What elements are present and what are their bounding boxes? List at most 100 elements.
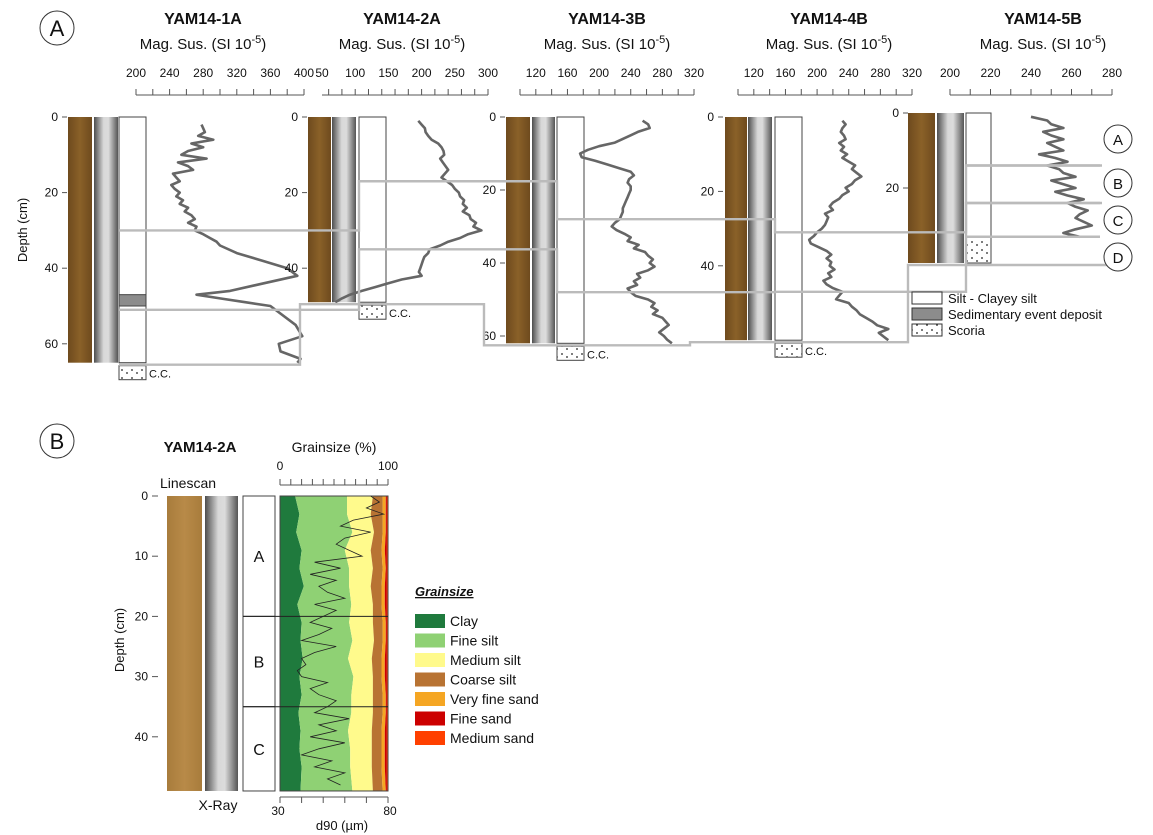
- lithology-legend: Silt - Clayey silt Sedimentary event dep…: [911, 291, 1102, 338]
- lithology-column: [774, 116, 803, 341]
- core-catcher: [556, 345, 585, 361]
- x-tick-label: 150: [378, 66, 398, 80]
- xray-image: [532, 117, 555, 344]
- x-tick-label: 240: [621, 66, 641, 80]
- legend-label: Medium silt: [450, 652, 521, 668]
- grainsize-legend: Grainsize Clay Fine silt Medium silt Coarse…: [415, 584, 539, 746]
- x-tick-label: 240: [160, 66, 180, 80]
- scoria-layer: [965, 236, 992, 264]
- y-tick-label: 20: [285, 186, 299, 200]
- core-title: YAM14-2A: [363, 11, 441, 28]
- xray-image: [94, 117, 118, 363]
- core-catcher: [774, 342, 803, 358]
- grainsize-area-clay: [280, 496, 304, 791]
- legend-label: Medium sand: [450, 730, 534, 746]
- grainsize-area-medium-silt: [344, 496, 374, 791]
- y-tick-label: 60: [45, 337, 59, 351]
- x-tick-label: 200: [807, 66, 827, 80]
- y-tick-label: 40: [135, 730, 149, 744]
- x-tick-label: 160: [557, 66, 577, 80]
- x-tick-label: 200: [126, 66, 146, 80]
- d90-line: [296, 495, 386, 786]
- x-tick-label: 300: [478, 66, 498, 80]
- panel-b-core-title: YAM14-2A: [164, 439, 237, 456]
- core-title: YAM14-1A: [164, 11, 242, 28]
- x-tick-label: 280: [870, 66, 890, 80]
- y-tick-label: 0: [51, 110, 58, 124]
- magsus-axis-label: Mag. Sus. (SI 10-5): [544, 34, 671, 53]
- core-catcher-label: C.C.: [805, 346, 827, 358]
- svg-text:A: A: [50, 16, 65, 41]
- y-tick-label: 40: [701, 259, 715, 273]
- y-tick-label: 40: [483, 256, 497, 270]
- svg-text:A: A: [1113, 132, 1123, 149]
- linescan-image: [167, 496, 202, 791]
- legend-swatch: [415, 614, 445, 628]
- legend-swatch: [415, 731, 445, 745]
- x-tick-label: 320: [227, 66, 247, 80]
- magsus-line: [807, 119, 890, 342]
- y-tick-label: 40: [45, 261, 59, 275]
- grainsize-frame: [279, 495, 389, 792]
- linescan-image: [68, 117, 92, 363]
- x-tick-label: 120: [744, 66, 764, 80]
- x-tick-label: 220: [980, 66, 1000, 80]
- x-tick-label: 360: [260, 66, 280, 80]
- grainsize-area-fine-sand: [384, 496, 387, 791]
- legend-swatch: [415, 633, 445, 648]
- core-catcher: [118, 365, 147, 381]
- d90-tick-label: 80: [383, 804, 397, 818]
- core-title: YAM14-5B: [1004, 11, 1082, 28]
- linescan-image: [908, 113, 935, 263]
- magsus-axis-label: Mag. Sus. (SI 10-5): [980, 34, 1107, 53]
- magsus-axis-label: Mag. Sus. (SI 10-5): [140, 34, 267, 53]
- x-tick-label: 240: [1021, 66, 1041, 80]
- panel-a-ylabel: Depth (cm): [15, 198, 30, 262]
- svg-text:B: B: [1113, 176, 1123, 193]
- x-tick-label: 250: [445, 66, 465, 80]
- y-tick-label: 20: [45, 186, 59, 200]
- core-catcher-label: C.C.: [149, 369, 171, 381]
- lithology-column: [556, 116, 585, 344]
- y-tick-label: 30: [135, 670, 149, 684]
- panel-b-xlabel-bottom: d90 (µm): [316, 818, 368, 833]
- legend-swatch: [415, 653, 445, 667]
- legend-swatch: [415, 672, 445, 687]
- lithology-column: [965, 112, 992, 238]
- magsus-line: [334, 119, 483, 304]
- correlation-line: [119, 164, 1102, 234]
- y-tick-label: 0: [141, 489, 148, 503]
- xray-image: [332, 117, 356, 303]
- x-tick-label: 240: [839, 66, 859, 80]
- legend-swatch-scoria: [911, 323, 943, 337]
- y-tick-label: 20: [886, 181, 900, 195]
- legend-swatch-event: [911, 307, 943, 321]
- y-tick-label: 0: [489, 110, 496, 124]
- lithology-column: [118, 116, 147, 364]
- xray-image: [748, 117, 772, 341]
- core-catcher-label: C.C.: [389, 308, 411, 320]
- x-tick-label: 160: [775, 66, 795, 80]
- xray-image: [937, 113, 964, 263]
- unit-correlation-lines: [119, 164, 1108, 366]
- y-tick-label: 0: [892, 106, 899, 120]
- y-tick-label: 20: [483, 183, 497, 197]
- unit-box: [242, 706, 276, 792]
- legend-label: Coarse silt: [450, 672, 516, 688]
- legend-label: Fine silt: [450, 633, 498, 649]
- x-tick-label: 280: [652, 66, 672, 80]
- correlation-line: [119, 201, 1102, 311]
- grainsize-area-coarse-silt: [370, 496, 383, 791]
- x-tick-label: 200: [412, 66, 432, 80]
- grainsize-area-fine-silt: [295, 496, 354, 791]
- unit-label-D: D: [1103, 242, 1133, 272]
- legend-swatch: [415, 692, 445, 706]
- unit-label-B: B: [1103, 168, 1133, 198]
- panel-b-xlabel-top: Grainsize (%): [292, 439, 377, 455]
- legend-label: Very fine sand: [450, 691, 539, 707]
- linescan-image: [506, 117, 530, 344]
- panel-a-label: A: [39, 10, 75, 46]
